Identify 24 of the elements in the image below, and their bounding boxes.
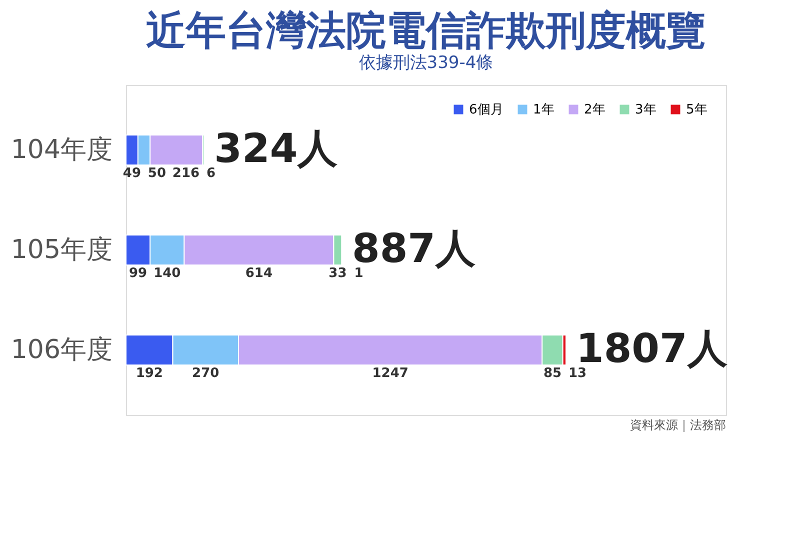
chart-title: 近年台灣法院電信詐欺刑度概覽 (146, 8, 706, 54)
data-label: 140 (154, 266, 181, 281)
legend-label: 1年 (533, 102, 554, 118)
data-label: 192 (136, 366, 163, 381)
total-label: 324人 (214, 126, 339, 172)
data-label: 33 (328, 266, 347, 281)
data-label: 6 (206, 166, 216, 181)
legend-label: 2年 (584, 102, 606, 118)
source-note: 資料來源｜法務部 (630, 418, 726, 432)
y-tick-label: 106年度 (10, 335, 112, 365)
data-label: 49 (122, 166, 142, 181)
legend-label: 6個月 (469, 102, 504, 118)
y-tick-label: 104年度 (10, 135, 112, 165)
data-label: 85 (543, 366, 562, 381)
data-label: 270 (192, 366, 220, 381)
data-label: 614 (245, 266, 273, 281)
chart-subtitle: 依據刑法339-4條 (358, 53, 494, 73)
legend-label: 3年 (635, 102, 656, 118)
y-tick-label: 105年度 (10, 235, 112, 265)
data-label: 216 (172, 166, 200, 181)
data-label: 50 (148, 166, 166, 181)
data-label: 1247 (372, 366, 408, 381)
legend-label: 5年 (686, 102, 708, 118)
data-label: 99 (129, 266, 148, 281)
